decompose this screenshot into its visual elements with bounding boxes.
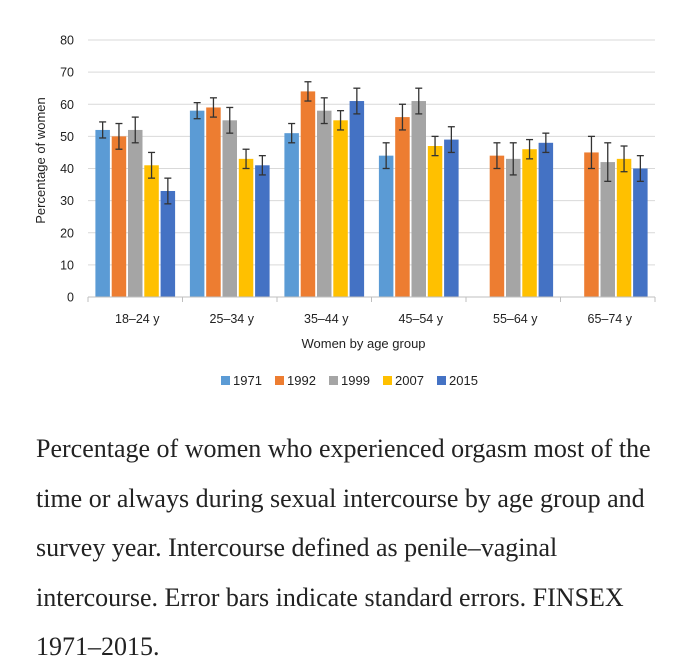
figure-caption: Percentage of women who experienced orga… (36, 434, 651, 661)
bar-2007 (333, 120, 348, 297)
x-tick-label: 25–34 y (210, 312, 255, 326)
y-tick-label: 80 (60, 34, 74, 48)
y-tick-label: 50 (60, 130, 74, 144)
x-axis-title: Women by age group (301, 336, 425, 351)
bar-2015 (444, 139, 459, 297)
chart: 0 10 20 30 40 50 60 70 80 18–24 y 25–34 y 35–44 y 4… (33, 34, 656, 388)
bar-1992 (206, 107, 221, 298)
legend-swatch-1971 (221, 376, 230, 385)
bar-2015 (349, 101, 365, 297)
bar-1992 (584, 152, 599, 297)
bar-1999 (506, 158, 521, 297)
y-axis-title: Percentage of women (33, 97, 48, 223)
legend: 1971 1992 1999 2007 2015 (221, 373, 478, 388)
y-tick-label: 30 (60, 194, 74, 208)
legend-label-1999: 1999 (341, 373, 370, 388)
bar-1992 (300, 91, 316, 298)
legend-swatch-2007 (383, 376, 392, 385)
y-tick-label: 60 (60, 98, 74, 112)
legend-swatch-2015 (437, 376, 446, 385)
bar-1992 (111, 136, 127, 297)
x-axis-ticks: 18–24 y 25–34 y 35–44 y 45–54 y 55–64 y 65–74… (87, 297, 656, 326)
bar-2015 (633, 168, 648, 297)
y-tick-label: 10 (60, 258, 74, 272)
bar-1999 (222, 120, 237, 297)
gridlines (88, 39, 655, 266)
bar-1999 (411, 101, 426, 297)
x-tick-label: 55–64 y (493, 312, 538, 326)
x-tick-label: 18–24 y (115, 312, 160, 326)
legend-swatch-1992 (275, 376, 284, 385)
bar-2015 (538, 142, 554, 297)
legend-label-1971: 1971 (233, 373, 262, 388)
x-tick-label: 35–44 y (304, 312, 349, 326)
bar-1971 (95, 129, 110, 297)
bar-1992 (489, 155, 505, 297)
legend-label-1992: 1992 (287, 373, 316, 388)
y-tick-label: 40 (60, 162, 74, 176)
bar-1971 (378, 155, 394, 297)
bar-1999 (600, 162, 615, 297)
bar-2007 (522, 149, 537, 297)
legend-label-2015: 2015 (449, 373, 478, 388)
bars (95, 81, 648, 298)
bar-1971 (189, 110, 205, 297)
y-tick-label: 0 (67, 291, 74, 305)
y-tick-label: 20 (60, 226, 74, 240)
bar-1999 (128, 129, 143, 297)
bar-2015 (255, 165, 270, 297)
bar-2015 (160, 190, 176, 297)
y-axis-ticks: 0 10 20 30 40 50 60 70 80 (60, 34, 74, 305)
bar-2007 (616, 158, 632, 297)
bar-2007 (427, 146, 443, 297)
bar-1971 (284, 133, 299, 297)
bar-1992 (395, 117, 410, 297)
legend-label-2007: 2007 (395, 373, 424, 388)
bar-2007 (144, 165, 159, 297)
y-tick-label: 70 (60, 66, 74, 80)
x-tick-label: 45–54 y (399, 312, 444, 326)
x-tick-label: 65–74 y (588, 312, 633, 326)
bar-1999 (317, 110, 332, 297)
legend-swatch-1999 (329, 376, 338, 385)
bar-2007 (238, 158, 254, 297)
